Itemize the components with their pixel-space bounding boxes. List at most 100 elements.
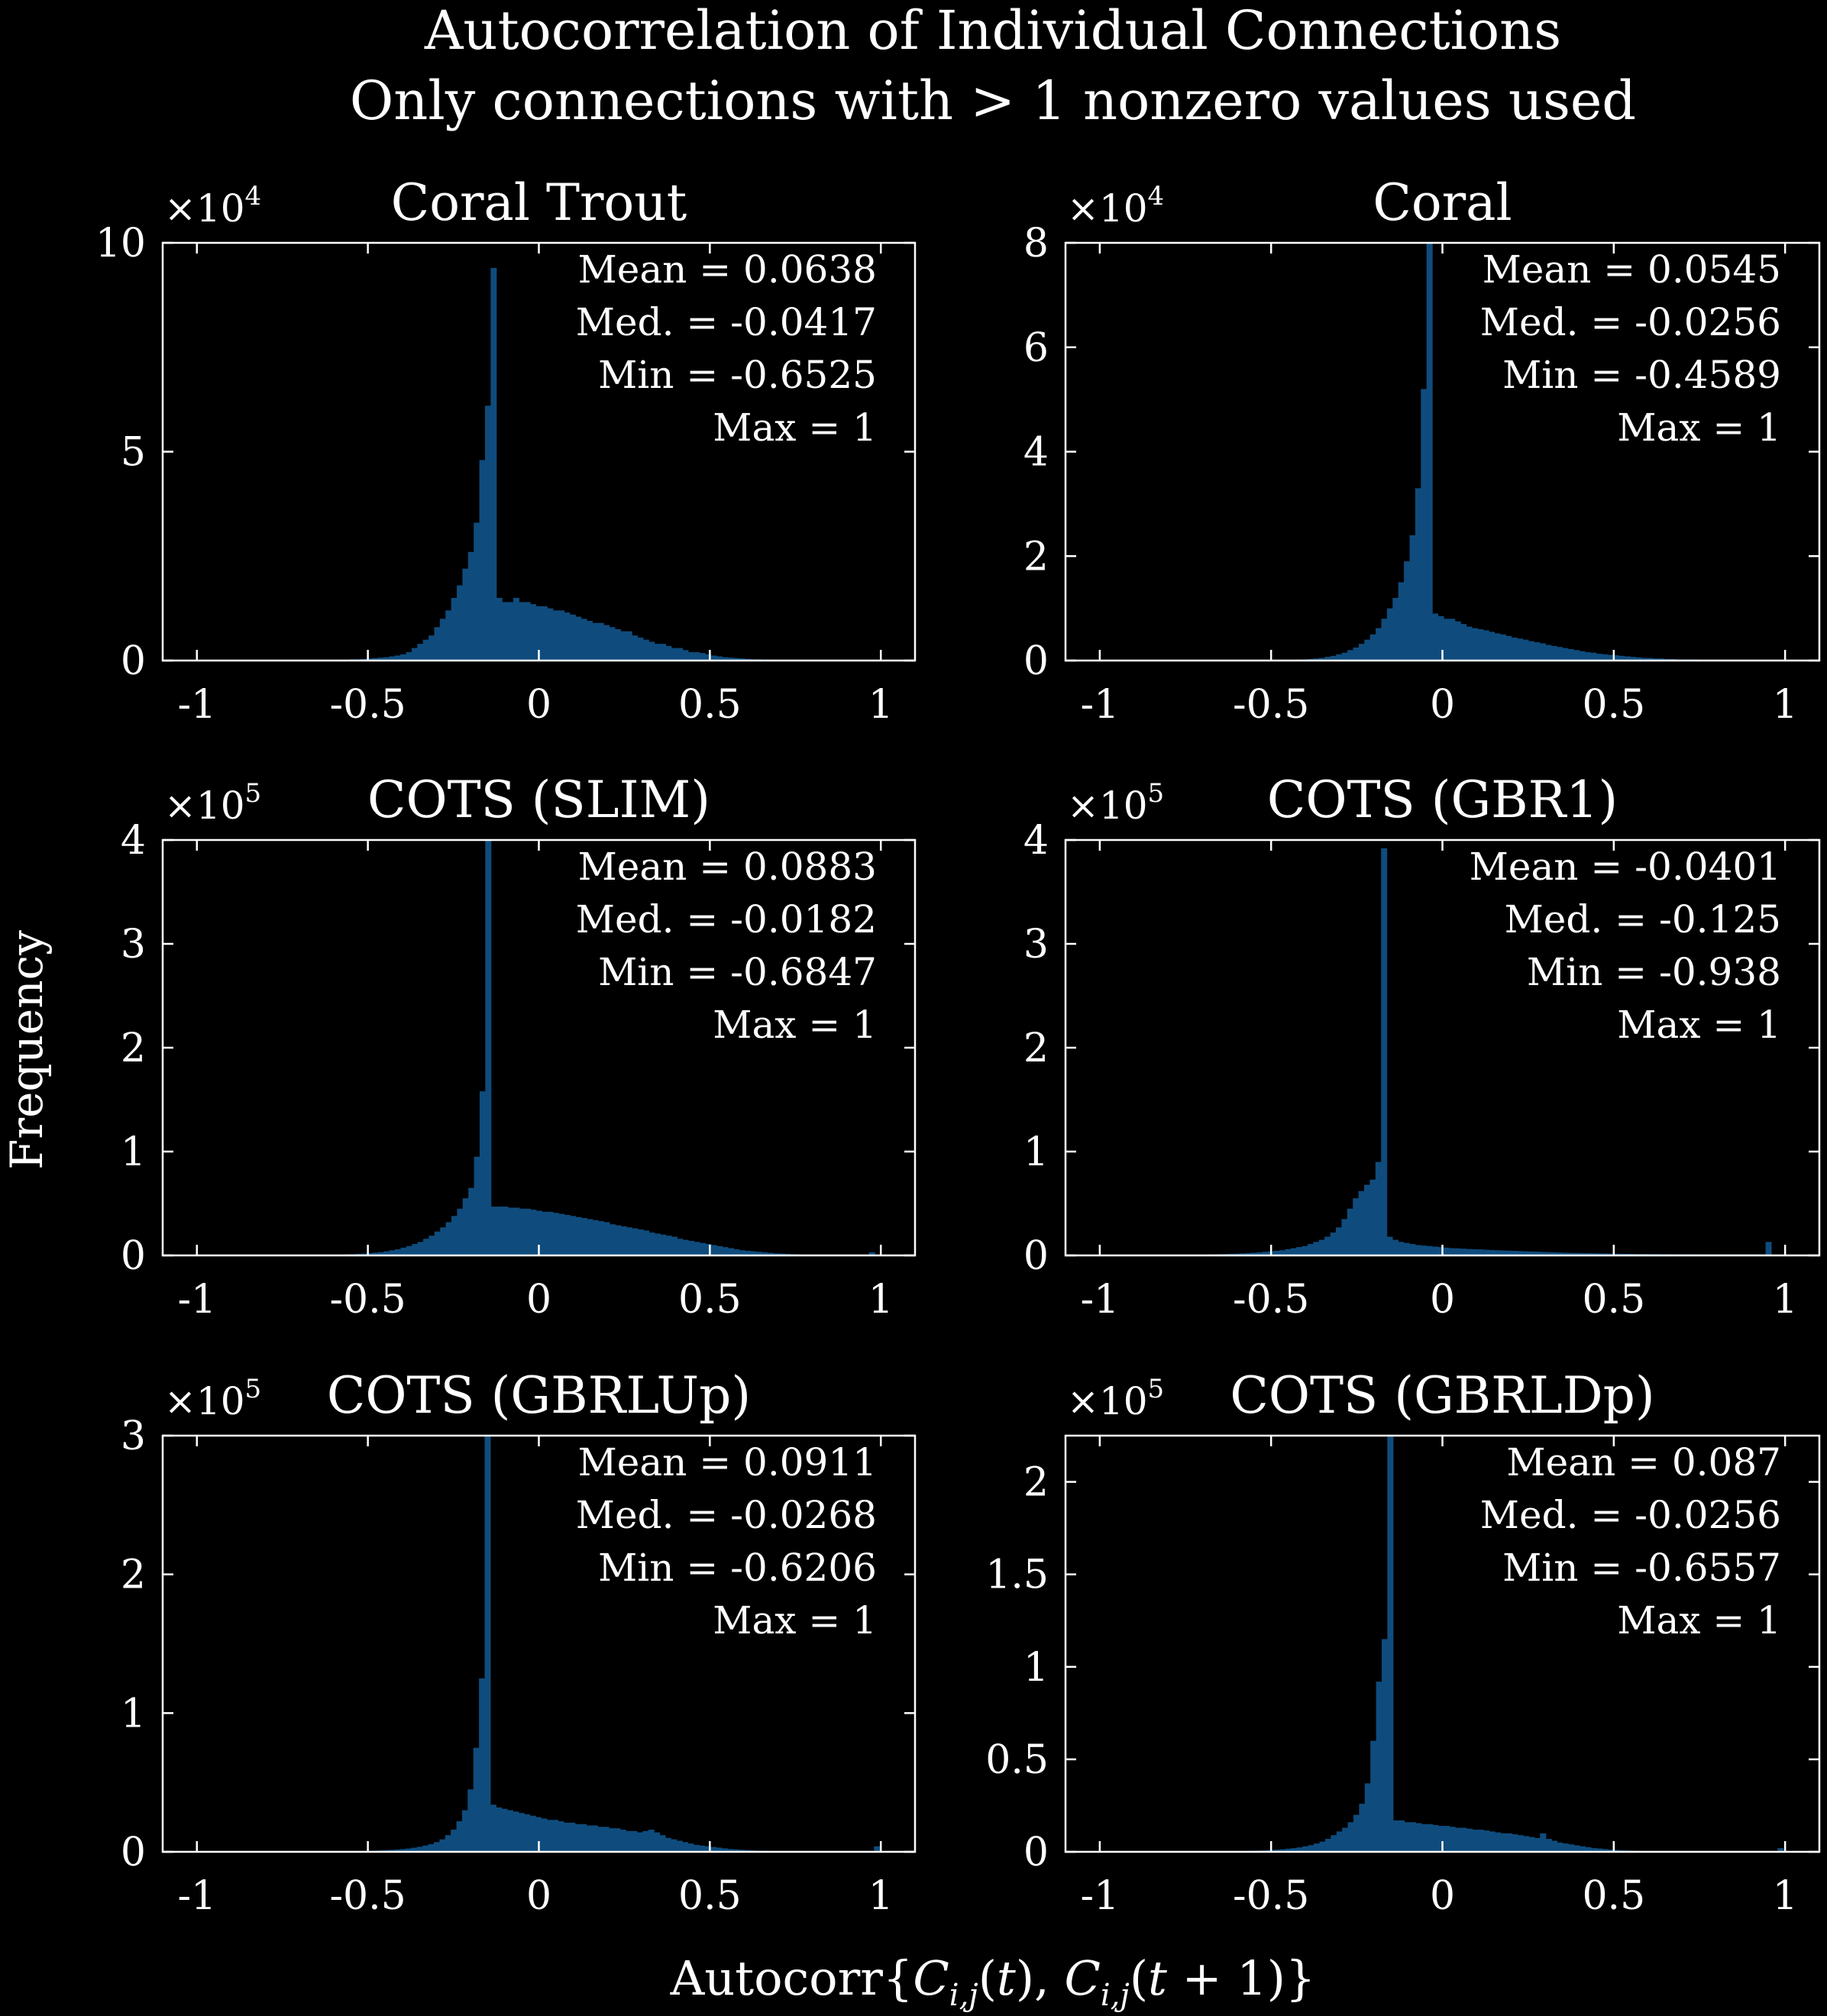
histogram-bar — [710, 1245, 717, 1255]
histogram-bar — [755, 1252, 762, 1255]
histogram-bar — [445, 1222, 452, 1255]
histogram-bar — [1584, 652, 1591, 661]
histogram-bar — [632, 1228, 639, 1255]
histogram-bar — [383, 657, 390, 661]
y-tick-label: 10 — [95, 221, 146, 267]
histogram-bar — [1472, 1829, 1479, 1852]
histogram-bar — [721, 1848, 728, 1852]
histogram-bar — [1449, 1248, 1456, 1255]
histogram-bar — [1596, 654, 1602, 661]
histogram-bar — [1567, 1252, 1574, 1255]
histogram-bar — [1443, 1247, 1450, 1255]
histogram-bar — [451, 1829, 458, 1852]
histogram-bar — [490, 267, 497, 661]
histogram-bar — [1539, 643, 1546, 661]
histogram-bar — [1602, 654, 1609, 661]
histogram-bar — [1421, 1245, 1428, 1255]
histogram-bar — [513, 1811, 519, 1852]
histogram-bar — [1308, 1845, 1314, 1852]
histogram-bar — [1409, 1244, 1416, 1255]
y-exponent-label: ×104 — [1067, 181, 1164, 231]
y-tick-label: 4 — [1023, 818, 1049, 864]
stat-annotation: Min = -0.6847 — [598, 950, 877, 994]
y-tick-label: 2 — [121, 1026, 146, 1071]
y-tick-label: 3 — [121, 922, 146, 968]
x-tick-label: 0 — [526, 1277, 551, 1323]
histogram-bar — [445, 1835, 451, 1852]
histogram-bar — [733, 657, 740, 661]
histogram-bar — [1421, 1824, 1428, 1852]
histogram-bar — [434, 1842, 440, 1852]
histogram-bar — [1347, 650, 1354, 661]
histogram-bar — [411, 1847, 418, 1852]
x-tick-label: -0.5 — [329, 1277, 406, 1323]
histogram-bar — [1568, 1844, 1575, 1852]
histogram-bar — [1302, 1245, 1308, 1255]
histogram-bar — [1370, 1740, 1377, 1852]
histogram-bar — [1562, 1252, 1569, 1255]
histogram-bar — [400, 654, 407, 661]
histogram-bar — [1505, 1250, 1512, 1255]
histogram-bar — [654, 1233, 661, 1255]
histogram-bar — [580, 1218, 587, 1255]
histogram-bar — [1557, 1842, 1563, 1852]
histogram-bar — [394, 655, 401, 661]
histogram-bar — [507, 602, 514, 661]
histogram-bar — [372, 1252, 379, 1255]
histogram-bar — [439, 1839, 446, 1852]
histogram-bar — [1652, 658, 1659, 661]
histogram-bar — [1601, 1253, 1608, 1255]
histogram-bar — [660, 1234, 667, 1255]
histogram-bar — [592, 1220, 599, 1255]
histogram-bar — [552, 1213, 559, 1255]
histogram-bar — [1641, 657, 1648, 661]
y-tick-label: 2 — [1023, 1460, 1049, 1506]
x-tick-label: -1 — [1081, 1277, 1120, 1323]
y-tick-label: 1.5 — [985, 1552, 1049, 1598]
histogram-bar — [1500, 1833, 1507, 1852]
histogram-bar — [1290, 1248, 1297, 1255]
histogram-bar — [564, 612, 571, 661]
histogram-bar — [1466, 626, 1473, 661]
histogram-bar — [619, 1829, 626, 1852]
histogram-bar — [530, 1210, 537, 1255]
histogram-bar — [519, 602, 525, 661]
histogram-bar — [1262, 1252, 1269, 1255]
histogram-bar — [1279, 1250, 1285, 1255]
y-tick-label: 4 — [121, 818, 146, 864]
stat-annotation: Med. = -0.0182 — [576, 897, 877, 942]
y-tick-label: 3 — [121, 1413, 146, 1459]
histogram-bar — [502, 602, 509, 661]
histogram-bar — [524, 1814, 531, 1852]
histogram-bar — [1489, 632, 1496, 661]
histogram-bar — [620, 1226, 627, 1255]
histogram-bar — [1437, 1247, 1444, 1255]
histogram-bar — [462, 568, 469, 661]
histogram-bar — [1612, 655, 1619, 661]
histogram-bar — [1460, 624, 1467, 661]
histogram-bar — [507, 1207, 514, 1255]
histogram-bar — [1358, 1191, 1365, 1255]
histogram-bar — [1250, 1252, 1257, 1255]
stat-annotation: Max = 1 — [1617, 1003, 1781, 1047]
histogram-bar — [457, 585, 464, 661]
histogram-bar — [739, 658, 745, 661]
histogram-bar — [631, 1830, 638, 1852]
y-tick-label: 2 — [1023, 534, 1049, 580]
histogram-bar — [1376, 628, 1382, 661]
histogram-bar — [502, 1207, 509, 1255]
histogram-bar — [1607, 654, 1614, 661]
stat-annotation: Max = 1 — [1617, 1598, 1781, 1643]
histogram-bar — [1483, 630, 1489, 661]
histogram-bar — [626, 1830, 632, 1852]
histogram-bar — [704, 1846, 711, 1852]
x-tick-label: -0.5 — [1233, 1277, 1309, 1323]
stat-annotation: Mean = 0.0883 — [578, 845, 877, 889]
histogram-bar — [451, 1216, 458, 1255]
histogram-bar — [1359, 1804, 1366, 1852]
histogram-bar — [603, 1222, 610, 1255]
x-tick-label: 0 — [526, 1873, 551, 1919]
histogram-bar — [552, 1820, 559, 1852]
histogram-bar — [428, 1844, 435, 1852]
